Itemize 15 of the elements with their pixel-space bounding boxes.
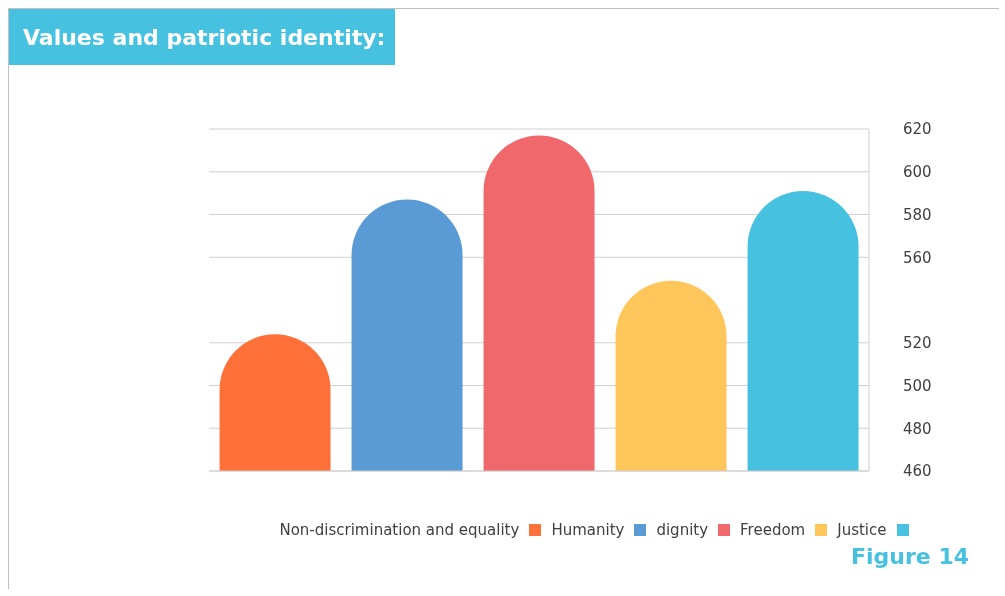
legend-label: Non-discrimination and equality [279,521,520,539]
legend-label: dignity [656,521,709,539]
y-tick-label: 620 [903,120,932,139]
legend-label: Freedom [740,521,806,539]
y-tick-label: 460 [903,462,932,481]
y-tick-label: 520 [903,334,932,353]
chart-title: Values and patriotic identity: [9,9,395,65]
y-tick-label: 500 [903,376,932,395]
y-tick-label: 600 [903,163,932,182]
legend-label: Humanity [551,521,625,539]
caption: Figure 14 [850,544,969,569]
y-tick-label: 480 [903,419,932,438]
legend-label: Justice [837,521,887,539]
y-tick-label: 580 [903,205,932,224]
y-tick-label: 560 [903,248,932,267]
